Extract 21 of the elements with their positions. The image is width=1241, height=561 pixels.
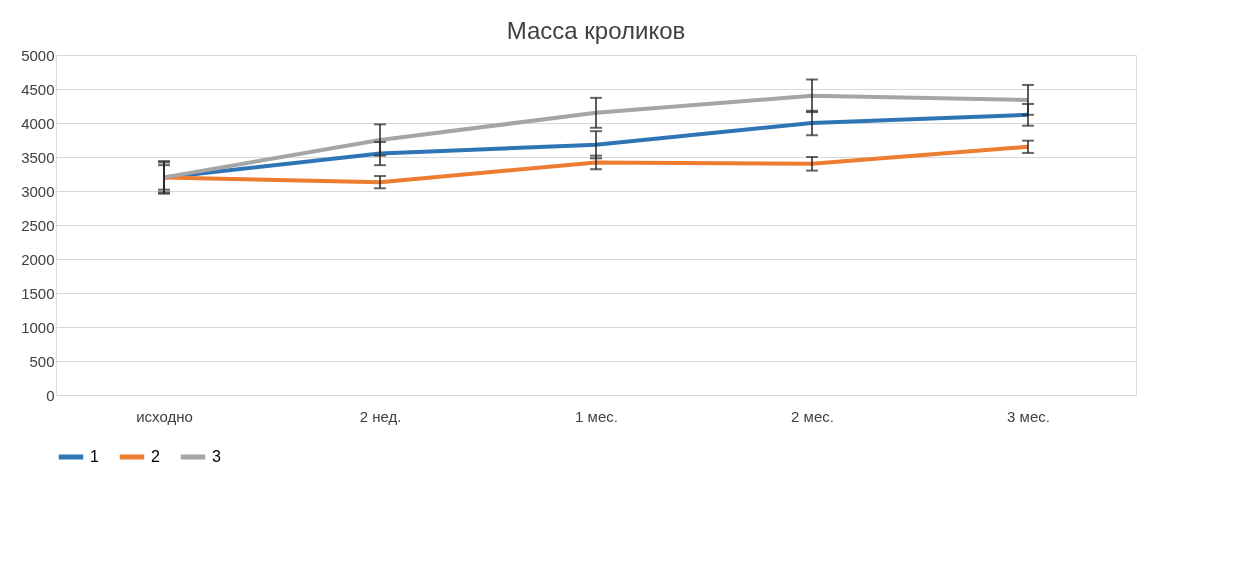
y-tick-label: 1500 xyxy=(21,284,55,302)
y-tick-label: 2500 xyxy=(21,216,55,234)
y-tick-label: 4000 xyxy=(21,114,55,132)
legend-label: 2 xyxy=(151,448,160,465)
x-tick-label: исходно xyxy=(136,407,193,425)
y-tick-label: 1000 xyxy=(21,318,55,336)
y-tick-label: 2000 xyxy=(21,250,55,268)
x-tick-label: 3 мес. xyxy=(1007,407,1050,425)
legend-label: 3 xyxy=(212,448,221,465)
y-tick-label: 4500 xyxy=(21,80,55,98)
y-tick-label: 3000 xyxy=(21,182,55,200)
x-tick-label: 2 мес. xyxy=(791,407,834,425)
y-tick-label: 500 xyxy=(29,352,55,370)
chart-title: Масса кроликов xyxy=(506,17,686,44)
legend-label: 1 xyxy=(90,448,99,465)
line-series xyxy=(162,93,1030,180)
y-tick-label: 5000 xyxy=(21,46,55,64)
x-tick-label: 2 нед. xyxy=(359,407,402,425)
y-tick-label: 0 xyxy=(46,386,55,404)
y-tick-label: 3500 xyxy=(21,148,55,166)
x-tick-label: 1 мес. xyxy=(575,407,618,425)
